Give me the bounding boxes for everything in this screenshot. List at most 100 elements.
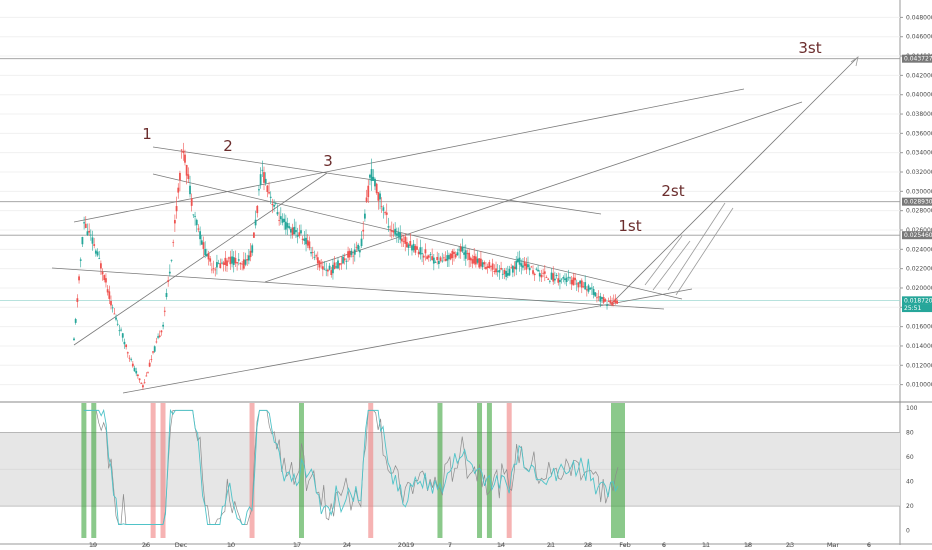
candle-body (459, 246, 462, 252)
candle-body (286, 223, 289, 228)
candle-body (170, 259, 173, 261)
candle-body (125, 344, 128, 348)
candle-body (471, 259, 474, 264)
y-tick-label: 0.042000 (906, 72, 932, 79)
candle-body (485, 266, 487, 270)
main-grid: 0.0480000.0460000.0440000.0420000.040000… (0, 14, 932, 389)
candle-body (478, 258, 481, 268)
candle-body (190, 198, 193, 206)
candle-body (273, 204, 275, 207)
candle-body (162, 324, 165, 327)
y-tick-label: 0.014000 (906, 343, 932, 350)
candle-body (200, 240, 203, 245)
candle-body (308, 241, 311, 249)
candle-body (406, 241, 408, 248)
candle-body (316, 257, 319, 264)
candle-body (155, 341, 158, 343)
candle-body (246, 259, 249, 261)
x-tick-label: 11 (702, 541, 710, 549)
candle-body (500, 267, 502, 270)
candle-body (261, 169, 264, 171)
candle-body (187, 174, 190, 180)
candle-body (175, 206, 178, 212)
oversold-highlight (81, 403, 87, 538)
candle-body (616, 300, 619, 304)
candle-body (84, 223, 87, 228)
candle-body (111, 307, 114, 309)
candle-body (345, 260, 348, 262)
candle-body (567, 276, 570, 278)
candle-body (278, 219, 281, 221)
candle-body (592, 289, 595, 295)
osc-tick-label: 40 (906, 479, 914, 486)
candle-body (310, 252, 312, 254)
candle-body (217, 262, 220, 264)
candle-body (612, 300, 615, 303)
candle-body (389, 229, 392, 230)
candle-body (385, 212, 388, 215)
oscillator-line (83, 408, 619, 525)
candle-body (143, 382, 146, 384)
candle-body (120, 329, 122, 331)
candle-body (555, 274, 558, 277)
price-tag-label: 0.043727 (904, 56, 932, 63)
candle-body (167, 280, 170, 282)
candle-body (229, 256, 232, 265)
candle-body (486, 266, 489, 268)
candle-body (584, 282, 587, 290)
y-tick-label: 0.032000 (906, 169, 932, 176)
candle-body (537, 269, 539, 272)
candle-body (126, 352, 129, 354)
candle-body (110, 301, 112, 306)
candle-body (419, 247, 422, 255)
candle-body (474, 256, 477, 265)
trend-line (51, 267, 665, 310)
candle-body (332, 264, 334, 274)
candle-body (160, 330, 163, 333)
wave-label-2: 2 (223, 137, 233, 155)
candle-body (384, 212, 386, 214)
candle-body (158, 335, 161, 337)
candle-body (397, 231, 400, 237)
y-tick-label: 0.030000 (906, 188, 932, 195)
y-tick-label: 0.036000 (906, 130, 932, 137)
candle-body (357, 244, 360, 250)
wave-label-1: 1 (142, 125, 152, 143)
candle-body (579, 280, 582, 284)
candle-body (518, 257, 521, 265)
candle-body (296, 234, 299, 237)
candle-body (565, 277, 568, 283)
candle-body (263, 172, 265, 183)
candle-body (342, 256, 344, 264)
candle-body (266, 185, 269, 192)
candle-body (585, 289, 588, 291)
y-tick-label: 0.028000 (906, 208, 932, 215)
osc-tick-label: 60 (906, 454, 914, 461)
y-tick-label: 0.048000 (906, 14, 932, 21)
candle-body (426, 256, 429, 259)
candle-body (300, 230, 302, 234)
candle-body (320, 262, 323, 264)
candle-body (276, 212, 279, 215)
candle-body (404, 236, 407, 244)
candle-body (325, 269, 328, 271)
candle-body (115, 317, 117, 320)
candle-body (498, 269, 501, 273)
candle-body (458, 249, 460, 251)
candle-body (596, 297, 598, 299)
candle-body (488, 262, 491, 268)
candle-body (367, 185, 370, 198)
candle-body (93, 244, 96, 246)
candle-body (441, 260, 444, 262)
candle-body (131, 363, 134, 367)
candle-body (490, 265, 492, 267)
candle-body (547, 278, 550, 280)
candle-body (454, 254, 457, 258)
overbought-highlight (150, 403, 156, 538)
candle-body (281, 218, 284, 223)
candle-body (431, 256, 434, 261)
candle-body (481, 262, 484, 268)
x-tick-label: 26 (142, 541, 150, 549)
candle-body (210, 269, 213, 271)
